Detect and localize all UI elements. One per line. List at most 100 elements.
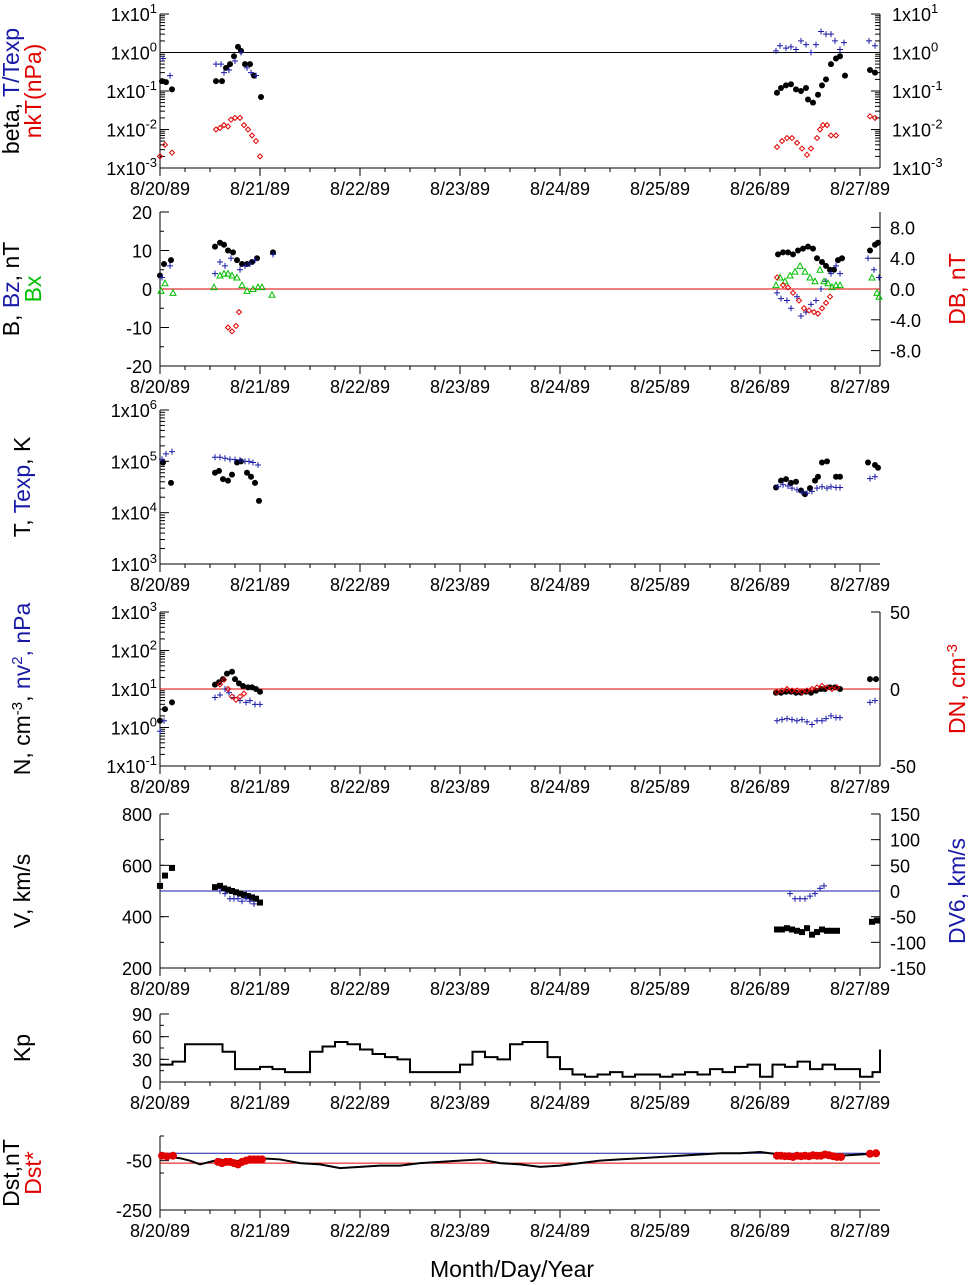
x-tick-label: 8/22/89 — [330, 377, 390, 397]
data-point-nv2 — [823, 715, 829, 722]
data-point-Bx — [832, 281, 840, 289]
data-point-T — [865, 459, 871, 466]
x-tick-label: 8/20/89 — [130, 979, 190, 999]
data-point-nkT(nPa) — [773, 143, 781, 151]
x-tick-label: 8/26/89 — [730, 1221, 790, 1241]
right-axis-label-text: DV6, km/s — [944, 838, 970, 944]
y-tick-label: 1x102 — [111, 638, 157, 662]
y-tick-label: 20 — [132, 203, 152, 223]
data-point-V — [217, 882, 223, 889]
x-tick-label: 8/22/89 — [330, 979, 390, 999]
y-tick-label: 800 — [122, 805, 152, 825]
data-point-nv2 — [819, 717, 825, 724]
data-point-nkT(nPa) — [871, 114, 879, 122]
y-tick-label: 1x10-2 — [106, 117, 157, 141]
y-tick-label: 1x10-1 — [106, 78, 157, 102]
data-point-T/Texp — [226, 67, 232, 74]
right-tick-label: -4.0 — [890, 311, 921, 331]
data-point-Bx — [801, 267, 809, 275]
right-tick-label: -50 — [890, 757, 916, 777]
data-point-Bx — [772, 281, 780, 289]
x-tick-label: 8/27/89 — [830, 575, 890, 595]
data-point-Dst* — [163, 1152, 171, 1161]
data-point-T/Texp — [221, 69, 227, 76]
data-point-beta — [815, 91, 821, 98]
data-point-N — [162, 706, 168, 713]
panel-B: 8/20/89 8/21/89 8/22/89 8/23/89 8/24/89 8/25/… — [0, 203, 970, 397]
y-tick-label-right-exponent: 1 — [931, 1, 938, 16]
y-tick-label: 10 — [132, 242, 152, 262]
x-tick-label: 8/20/89 — [130, 575, 190, 595]
y-tick-label-right-mantissa: 1x10 — [892, 82, 931, 102]
data-point-nkT(nPa) — [793, 139, 801, 147]
data-point-T — [168, 479, 174, 486]
y-axis-label-part: Dst,nT — [0, 1139, 24, 1207]
data-point-nv2 — [789, 716, 795, 723]
y-tick-label-right: 1x101 — [892, 1, 938, 25]
data-point-T — [815, 473, 821, 480]
data-point-Texp — [159, 456, 165, 463]
x-tick-label: 8/20/89 — [130, 777, 190, 797]
y-axis-label-part: beta, — [0, 97, 24, 154]
data-point-Bz — [217, 259, 223, 266]
right-tick-label: 50 — [890, 856, 910, 876]
data-point-nv2 — [784, 715, 790, 722]
y-tick-label-right-exponent: -3 — [931, 155, 943, 170]
y-tick-label-right-mantissa: 1x10 — [892, 5, 931, 25]
data-point-beta — [219, 78, 225, 85]
data-point-Bx — [220, 269, 228, 277]
data-point-beta — [798, 88, 804, 94]
y-tick-label: 1x103 — [111, 599, 157, 623]
y-axis-label-part: Dst* — [20, 1151, 46, 1195]
y-tick-label: 600 — [122, 856, 152, 876]
right-tick-label: 100 — [890, 831, 920, 851]
y-tick-label-mantissa: 1x10 — [111, 719, 150, 739]
data-point-Bz — [252, 257, 258, 264]
x-tick-label: 8/22/89 — [330, 575, 390, 595]
data-point-V — [819, 926, 825, 933]
data-point-T/Texp — [788, 43, 794, 50]
data-point-V — [814, 929, 820, 936]
y-tick-label-exponent: -1 — [145, 78, 157, 93]
y-axis-label-part: V, km/s — [9, 854, 35, 929]
x-tick-label: 8/25/89 — [630, 777, 690, 797]
data-point-Bx — [238, 281, 246, 289]
data-point-DB — [814, 310, 822, 317]
x-tick-label: 8/24/89 — [530, 777, 590, 797]
data-point-DB — [795, 297, 803, 304]
right-tick-label: 50 — [890, 603, 910, 623]
data-point-Texp — [814, 485, 820, 492]
data-point-nkT(nPa) — [168, 149, 176, 156]
y-tick-label-right-exponent: -2 — [931, 117, 943, 132]
data-point-DV6 — [222, 890, 228, 897]
right-axis-label: DN, cm-3 — [944, 644, 971, 734]
y-axis-label: Dst* — [20, 1151, 46, 1195]
y-tick-label-mantissa: 1x10 — [111, 44, 150, 64]
data-point-B — [810, 245, 816, 252]
x-tick-label: 8/21/89 — [230, 377, 290, 397]
y-tick-label-mantissa: 1x10 — [111, 680, 150, 700]
right-tick-label: -150 — [890, 959, 926, 979]
x-tick-label: 8/24/89 — [530, 377, 590, 397]
data-point-Bz — [871, 266, 877, 273]
y-tick-label-mantissa: 1x10 — [106, 757, 145, 777]
data-point-B — [875, 239, 881, 246]
data-point-nv2 — [243, 699, 249, 706]
x-axis-label: Month/Day/Year — [430, 1256, 594, 1282]
data-point-nv2 — [247, 697, 253, 704]
data-point-V — [824, 927, 830, 934]
y-tick-label: -10 — [126, 319, 152, 339]
y-axis-label: Kp — [9, 1034, 35, 1062]
y-tick-label: 1x105 — [111, 448, 157, 472]
y-axis-label-part: Texp — [9, 465, 35, 514]
data-point-V — [212, 884, 218, 891]
data-point-V — [157, 882, 163, 889]
y-axis-label-part: 2 — [9, 656, 26, 664]
x-tick-label: 8/27/89 — [830, 179, 890, 199]
y-tick-label: -250 — [116, 1201, 152, 1221]
data-point-V — [229, 888, 235, 894]
data-point-V — [869, 918, 875, 925]
data-point-DN — [236, 693, 244, 700]
x-tick-label: 8/21/89 — [230, 979, 290, 999]
x-tick-label: 8/26/89 — [730, 377, 790, 397]
